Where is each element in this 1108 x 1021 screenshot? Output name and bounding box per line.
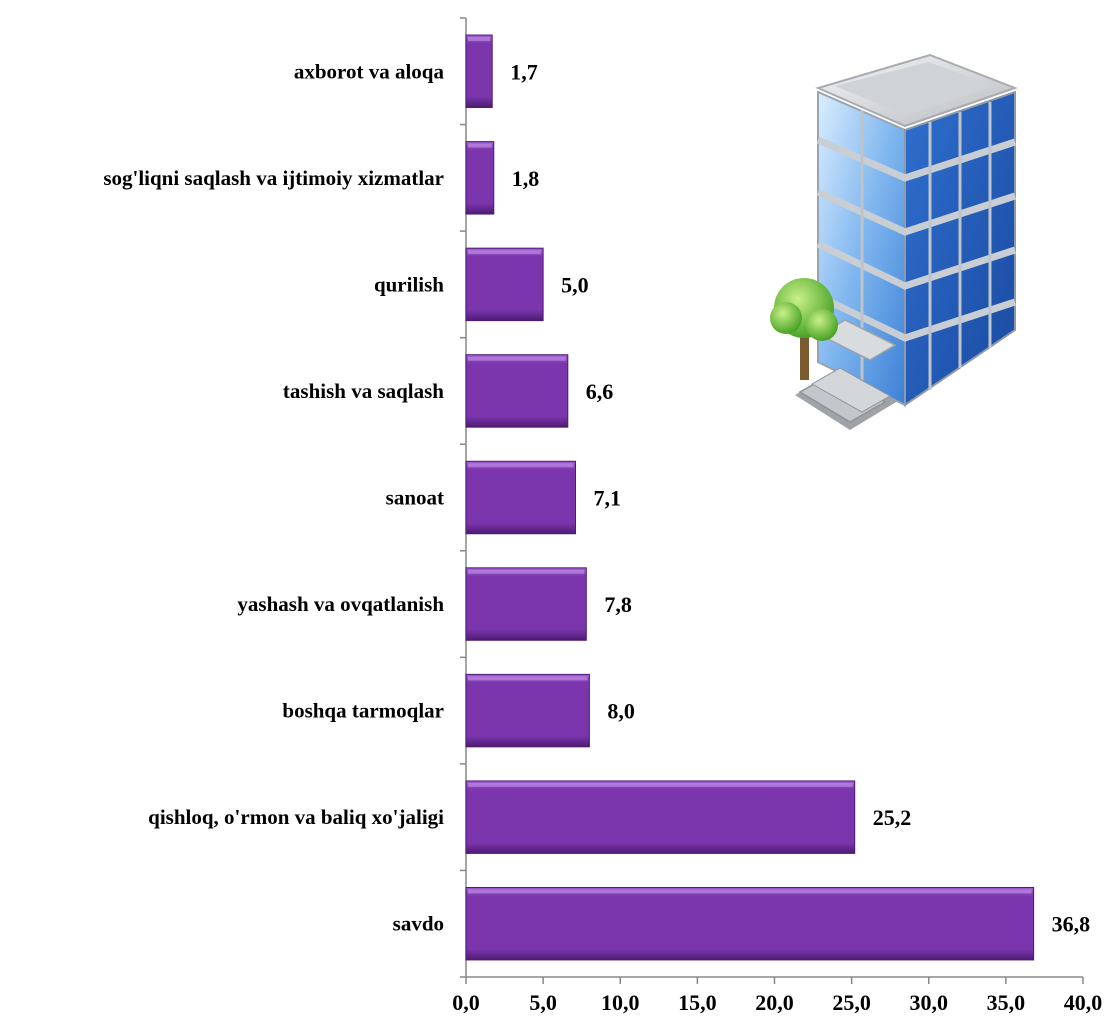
bar-highlight [468,250,542,255]
bar-rect [465,141,495,215]
bar-rect [465,460,577,535]
bar-highlight [468,676,588,681]
x-tick-label: 0,0 [452,990,480,1015]
bar [465,567,587,641]
x-tick-label: 5,0 [529,990,557,1015]
bars [465,34,1035,961]
office-building-icon [770,53,1018,430]
bar-highlight [468,569,585,574]
bar-rect [465,780,856,854]
bar-rect [465,354,569,428]
labels: 0,0 5,0 10,0 15,0 20,0 25,0 30,0 35,0 40,0 axboro… [103,59,1102,1015]
value-label: 6,6 [586,379,614,404]
bar [465,247,544,322]
bar [465,34,493,109]
bar-highlight [468,143,492,148]
category-label: yashash va ovqatlanish [237,592,444,616]
x-tick-label: 35,0 [987,990,1026,1015]
category-label: qishloq, o'rmon va baliq xo'jaligi [148,805,444,829]
bar [465,460,577,535]
category-label: tashish va saqlash [283,379,444,403]
x-tick-label: 30,0 [910,990,949,1015]
bar [465,354,569,428]
bar-rect [465,886,1035,961]
bar [465,780,856,854]
bar [465,141,495,215]
category-label: boshqa tarmoqlar [282,699,444,723]
category-label: sog'liqni saqlash va ijtimoiy xizmatlar [103,166,444,190]
value-label: 25,2 [873,805,912,830]
bar-rect [465,34,493,109]
value-label: 8,0 [607,699,635,724]
bar-rect [465,673,590,748]
bar [465,886,1035,961]
bar-highlight [468,356,566,361]
value-label: 7,8 [604,592,632,617]
bar-highlight [468,37,491,42]
bar-highlight [468,782,853,787]
bar-rect [465,567,587,641]
x-tick-label: 10,0 [601,990,640,1015]
bar-highlight [468,889,1032,894]
value-label: 5,0 [561,272,589,297]
value-label: 7,1 [594,486,622,511]
value-label: 1,8 [512,166,540,191]
category-label: axborot va aloqa [294,59,445,83]
bar [465,673,590,748]
category-label: qurilish [374,272,444,296]
category-label: sanoat [386,486,444,510]
x-tick-label: 25,0 [832,990,871,1015]
x-tick-label: 20,0 [755,990,794,1015]
x-tick-label: 40,0 [1064,990,1103,1015]
value-label: 36,8 [1052,912,1091,937]
value-label: 1,7 [510,59,538,84]
bar-rect [465,247,544,322]
category-label: savdo [393,912,444,936]
bar-highlight [468,463,574,468]
x-tick-label: 15,0 [678,990,717,1015]
